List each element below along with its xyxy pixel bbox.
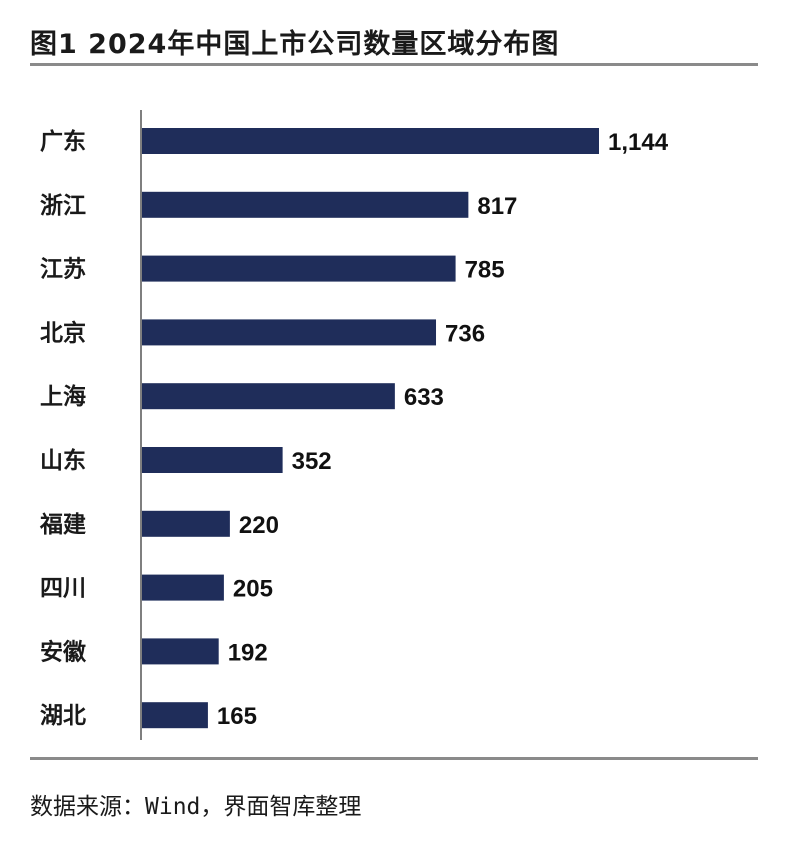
category-label: 四川 bbox=[40, 576, 86, 602]
bar bbox=[142, 319, 437, 346]
category-label: 福建 bbox=[39, 512, 86, 538]
bar bbox=[142, 191, 469, 218]
bar bbox=[142, 447, 283, 473]
category-label: 浙江 bbox=[40, 193, 86, 219]
data-label: 785 bbox=[465, 257, 505, 284]
title-divider bbox=[30, 63, 758, 66]
category-label: 湖北 bbox=[40, 703, 86, 729]
category-label: 广东 bbox=[40, 128, 86, 155]
data-label: 1,144 bbox=[608, 129, 669, 156]
data-label: 192 bbox=[228, 639, 268, 666]
category-label: 江苏 bbox=[40, 257, 86, 283]
data-label: 352 bbox=[292, 448, 332, 475]
bar-chart: 广东 1,144 浙江 817 江苏 785 北京 736 上海 633 山东 352 福建 220 四川 2… bbox=[39, 110, 669, 740]
bar bbox=[142, 702, 208, 729]
source-divider bbox=[30, 757, 758, 760]
data-label: 736 bbox=[445, 320, 485, 347]
category-label: 安徽 bbox=[40, 638, 87, 665]
data-label: 817 bbox=[477, 193, 517, 220]
source-note: 数据来源：Wind，界面智库整理 bbox=[30, 794, 362, 820]
category-label: 上海 bbox=[40, 383, 86, 410]
bar bbox=[142, 383, 395, 410]
chart-title: 图1 2024年中国上市公司数量区域分布图 bbox=[30, 29, 560, 60]
bar bbox=[142, 510, 230, 537]
data-label: 633 bbox=[404, 384, 444, 411]
bar bbox=[142, 638, 219, 665]
data-label: 220 bbox=[239, 512, 279, 539]
category-label: 北京 bbox=[40, 319, 86, 346]
data-label: 205 bbox=[233, 576, 273, 603]
category-label: 山东 bbox=[40, 447, 86, 474]
bar bbox=[142, 574, 224, 601]
data-label: 165 bbox=[217, 703, 257, 730]
bar bbox=[142, 255, 456, 282]
bar bbox=[142, 128, 599, 154]
